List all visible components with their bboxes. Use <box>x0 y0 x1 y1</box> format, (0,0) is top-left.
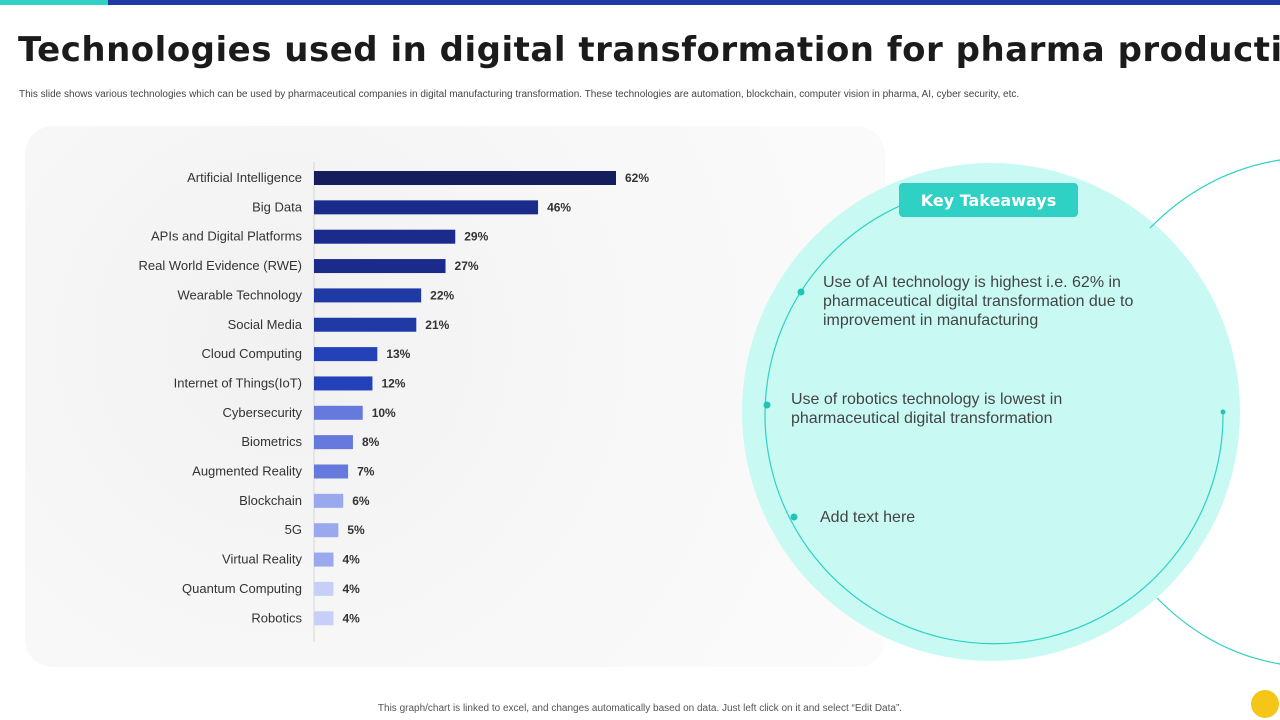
bar[interactable] <box>314 552 334 567</box>
bar[interactable] <box>314 581 334 596</box>
bar-chart[interactable]: Artificial Intelligence 62% Big Data 46% API… <box>25 126 885 667</box>
category-label: Augmented Reality <box>192 464 302 479</box>
bar[interactable] <box>314 376 373 391</box>
bar[interactable] <box>314 229 456 244</box>
category-label: 5G <box>285 522 302 537</box>
bar[interactable] <box>314 347 378 362</box>
data-label: 27% <box>455 259 479 273</box>
category-label: Wearable Technology <box>177 287 302 302</box>
bar[interactable] <box>314 523 339 538</box>
data-label: 4% <box>342 553 360 567</box>
bar[interactable] <box>314 435 353 450</box>
data-label: 7% <box>357 465 375 479</box>
data-label: 12% <box>381 376 405 390</box>
key-takeaways-header: Key Takeaways <box>899 183 1078 217</box>
page-subtitle: This slide shows various technologies wh… <box>19 89 1020 100</box>
category-label: Virtual Reality <box>222 552 302 567</box>
bar[interactable] <box>314 288 422 303</box>
data-label: 46% <box>547 200 571 214</box>
bar[interactable] <box>314 493 344 508</box>
data-label: 8% <box>362 435 380 449</box>
category-label: Artificial Intelligence <box>187 170 302 185</box>
category-label: APIs and Digital Platforms <box>151 229 303 244</box>
category-label: Real World Evidence (RWE) <box>138 258 302 273</box>
data-label: 10% <box>372 406 396 420</box>
bar[interactable] <box>314 200 539 215</box>
data-label: 4% <box>342 582 360 596</box>
data-label: 5% <box>347 523 365 537</box>
category-label: Blockchain <box>239 493 302 508</box>
category-label: Quantum Computing <box>182 581 302 596</box>
bar[interactable] <box>314 171 616 185</box>
chart-panel[interactable]: Artificial Intelligence 62% Big Data 46% API… <box>25 126 885 667</box>
bar[interactable] <box>314 611 334 626</box>
top-accent-bar-teal <box>0 0 108 5</box>
chart-footnote: This graph/chart is linked to excel, and… <box>377 703 903 714</box>
takeaway-item-2[interactable]: Use of robotics technology is lowest in … <box>791 391 1063 427</box>
corner-dot <box>1251 690 1279 718</box>
data-label: 29% <box>464 230 488 244</box>
category-label: Cybersecurity <box>223 405 303 420</box>
category-label: Social Media <box>228 317 303 332</box>
page-title: Technologies used in digital transformat… <box>18 30 1280 70</box>
category-label: Biometrics <box>241 434 302 449</box>
data-label: 13% <box>386 347 410 361</box>
data-label: 21% <box>425 318 449 332</box>
bar[interactable] <box>314 405 363 420</box>
takeaway-item-1[interactable]: Use of AI technology is highest i.e. 62%… <box>823 274 1134 329</box>
data-label: 6% <box>352 494 370 508</box>
data-label: 22% <box>430 288 454 302</box>
bar[interactable] <box>314 259 446 274</box>
takeaway-item-3[interactable]: Add text here <box>820 509 916 526</box>
category-label: Internet of Things(IoT) <box>174 375 302 390</box>
data-label: 62% <box>625 171 649 185</box>
top-accent-bar <box>0 0 1280 5</box>
top-accent-bar-blue <box>108 0 1280 5</box>
data-label: 4% <box>342 611 360 625</box>
category-label: Robotics <box>251 610 302 625</box>
category-label: Cloud Computing <box>202 346 302 361</box>
category-label: Big Data <box>252 199 303 214</box>
outer-arc-bottom <box>1156 597 1280 665</box>
bar[interactable] <box>314 464 349 479</box>
bar[interactable] <box>314 317 417 332</box>
outer-arc-top <box>1149 159 1280 229</box>
